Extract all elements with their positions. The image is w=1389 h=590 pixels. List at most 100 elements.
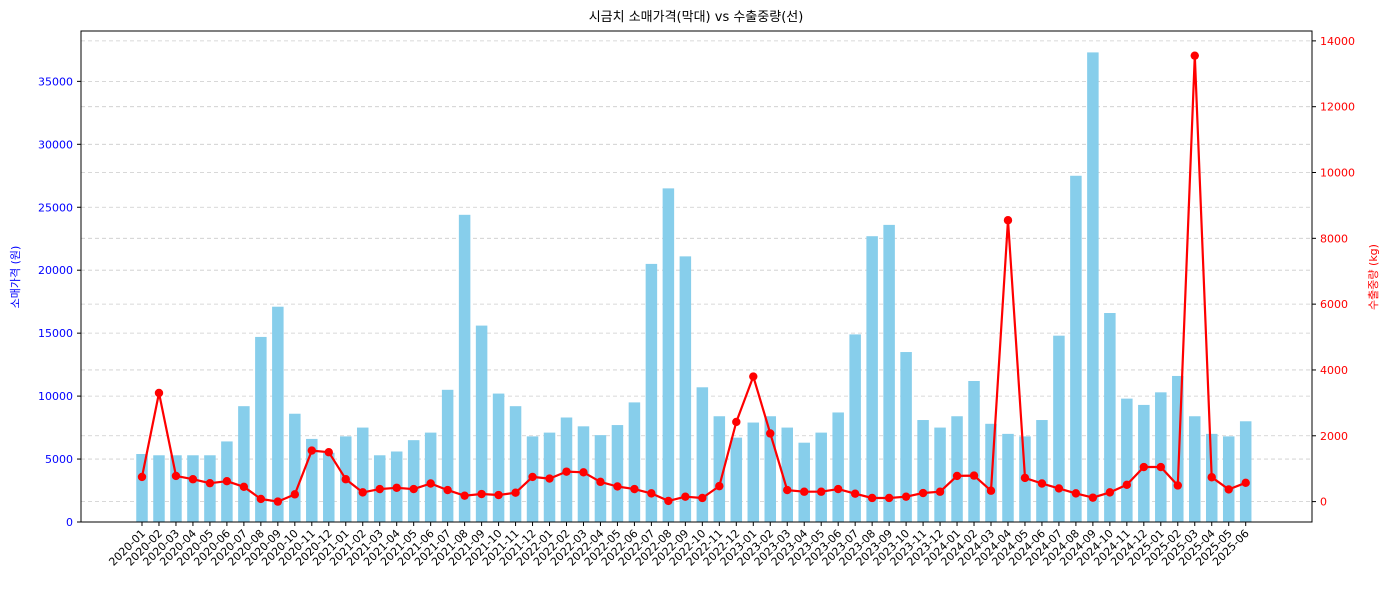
line-point: [1105, 488, 1115, 497]
right-axis-label: 수출중량 (kg): [1367, 244, 1380, 310]
bar: [1189, 416, 1201, 522]
bar: [475, 325, 488, 522]
line-point: [443, 485, 452, 495]
bar: [628, 402, 641, 522]
line-point: [1139, 462, 1149, 472]
bar: [1087, 52, 1099, 523]
line-point: [273, 497, 283, 506]
bar: [917, 420, 929, 522]
bar: [407, 440, 420, 522]
line-point: [1088, 493, 1098, 502]
bar: [1104, 313, 1116, 522]
bar: [323, 452, 335, 522]
line-point: [409, 484, 418, 494]
line-point: [901, 492, 911, 501]
bar: [968, 380, 980, 522]
line-point: [562, 467, 571, 476]
line-point: [1224, 485, 1233, 494]
line-point: [664, 496, 673, 506]
line-point: [1020, 473, 1030, 483]
line-point: [137, 472, 147, 482]
line-point: [528, 472, 537, 482]
bar: [1053, 335, 1065, 522]
bar: [1036, 420, 1048, 522]
line-point: [1241, 478, 1250, 488]
left-axis: 0 5000 10000 15000 20000 25000 30000 35000: [38, 75, 81, 529]
line-point: [579, 468, 588, 477]
bar: [306, 438, 318, 522]
line-point: [290, 490, 300, 499]
line-point: [205, 478, 215, 488]
line-point: [681, 492, 690, 501]
right-tick-label: 6000: [1320, 298, 1348, 311]
bar: [289, 413, 301, 522]
line-point: [732, 417, 741, 427]
line-point: [477, 489, 486, 499]
bar: [985, 423, 997, 522]
bar: [1222, 436, 1235, 522]
left-tick-label: 30000: [38, 138, 73, 151]
bar: [832, 412, 844, 522]
bar: [713, 416, 726, 522]
line-point: [850, 489, 860, 498]
line-point: [494, 490, 503, 500]
bar: [1155, 392, 1167, 522]
line-point: [800, 487, 809, 496]
line-point: [188, 475, 198, 484]
bar: [153, 455, 165, 522]
line-point: [460, 491, 469, 500]
bar: [883, 224, 895, 522]
bar: [866, 236, 878, 522]
bar: [849, 334, 861, 522]
line-point: [884, 493, 894, 503]
bar: [679, 256, 692, 522]
line-point: [1037, 479, 1047, 488]
line-point: [1122, 480, 1132, 490]
bar: [441, 389, 454, 522]
right-tick-label: 0: [1320, 496, 1327, 509]
bar: [645, 263, 658, 522]
plot-frame: [80, 30, 1313, 523]
line-point: [613, 482, 622, 491]
line-point: [1003, 216, 1013, 225]
line-point: [545, 474, 554, 483]
bar: [204, 455, 216, 522]
bar-series: [136, 52, 1252, 523]
bar: [272, 306, 284, 522]
bar: [611, 425, 624, 522]
right-tick-label: 2000: [1320, 430, 1348, 443]
line-point: [969, 471, 979, 480]
left-tick-label: 25000: [38, 201, 73, 214]
line-point: [358, 488, 367, 497]
left-axis-label: 소매가격 (원): [9, 246, 22, 309]
left-tick-label: 5000: [45, 453, 73, 466]
bar: [509, 406, 522, 522]
bar: [424, 432, 437, 522]
bar: [238, 406, 250, 522]
bar: [662, 188, 675, 522]
line-point: [1207, 473, 1216, 482]
line-point: [1173, 481, 1182, 490]
line-point: [596, 477, 605, 487]
bar: [764, 416, 777, 522]
bar: [798, 442, 810, 522]
left-tick-label: 0: [66, 516, 73, 529]
bar: [934, 427, 946, 522]
chart-title: 시금치 소매가격(막대) vs 수출중량(선): [589, 10, 804, 25]
line-point: [154, 388, 164, 398]
line-point: [952, 471, 962, 481]
bar: [170, 455, 182, 522]
line-point: [817, 487, 826, 496]
line-point: [392, 483, 401, 492]
left-tick-label: 20000: [38, 264, 73, 277]
line-point: [630, 484, 639, 494]
left-tick-label: 15000: [38, 327, 73, 340]
line-point: [715, 481, 724, 491]
line-point: [239, 482, 249, 491]
bar: [1239, 421, 1252, 522]
line-point: [511, 488, 520, 497]
line-point: [171, 471, 181, 481]
line-point: [647, 489, 656, 498]
bar: [187, 455, 199, 522]
